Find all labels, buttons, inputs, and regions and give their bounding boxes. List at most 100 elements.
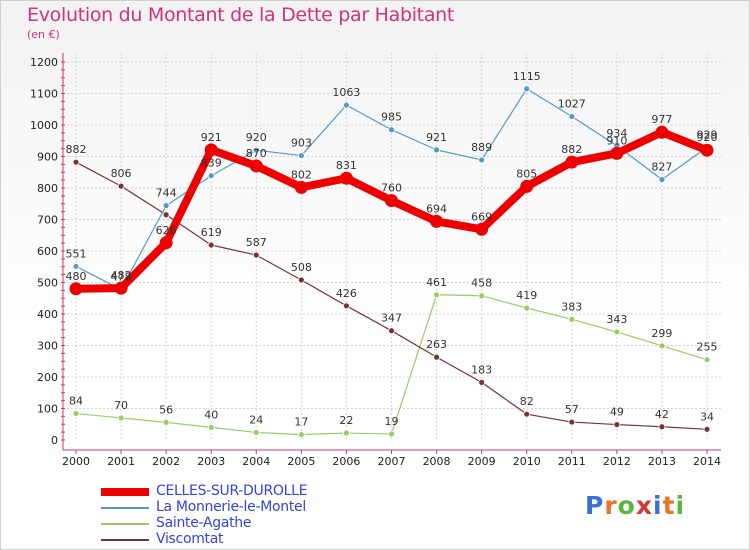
data-label: 49	[610, 406, 624, 419]
series-point	[343, 101, 350, 109]
series-point	[430, 214, 444, 228]
data-label: 1063	[332, 86, 360, 99]
data-label: 921	[201, 131, 222, 144]
data-label: 929	[697, 128, 718, 141]
data-label: 84	[69, 395, 83, 408]
series-point	[565, 155, 579, 169]
y-tick-label: 1100	[30, 88, 58, 101]
y-tick-label: 500	[37, 277, 58, 290]
series-point	[613, 328, 621, 336]
data-label: 263	[426, 338, 447, 351]
data-label: 760	[381, 182, 402, 195]
series-point	[69, 282, 83, 296]
legend-label: Viscomtat	[156, 531, 224, 547]
series-point	[658, 342, 666, 350]
data-label: 57	[565, 403, 579, 416]
data-label: 17	[294, 416, 308, 429]
series	[69, 85, 714, 439]
series-point	[114, 281, 128, 295]
data-label: 744	[156, 187, 177, 200]
x-tick-label: 2003	[197, 455, 225, 468]
data-label: 805	[516, 167, 537, 180]
legend-swatch	[101, 488, 149, 496]
data-label: 934	[606, 127, 627, 140]
series-point	[385, 194, 398, 208]
chart-title: Evolution du Montant de la Dette par Hab…	[27, 4, 455, 26]
series-point	[388, 430, 395, 438]
series-point	[478, 292, 486, 300]
series-point	[568, 315, 576, 323]
y-tick-label: 600	[37, 245, 58, 258]
series-point	[388, 126, 395, 134]
series-point	[478, 156, 486, 164]
series-point	[297, 276, 305, 284]
series-point	[703, 425, 711, 433]
data-label: 426	[336, 287, 357, 300]
legend-swatch	[101, 523, 149, 525]
x-tick-label: 2009	[468, 455, 496, 468]
y-tick-label: 800	[37, 182, 58, 195]
series-point	[72, 158, 80, 166]
data-label: 56	[159, 403, 173, 416]
y-tick-label: 1200	[30, 56, 58, 69]
data-label: 42	[655, 408, 669, 421]
series-point	[658, 176, 666, 183]
x-tick-label: 2013	[648, 455, 676, 468]
series-point	[252, 429, 260, 436]
data-label: 806	[111, 167, 132, 180]
data-label: 669	[471, 210, 492, 223]
series-point	[343, 302, 350, 310]
series-point	[610, 146, 624, 160]
logo-letter: r	[604, 491, 618, 520]
logo-letter: i	[675, 491, 686, 520]
series-point	[204, 143, 218, 157]
x-tick-label: 2010	[513, 455, 541, 468]
legend-swatch	[101, 539, 149, 541]
y-tick-label: 0	[51, 434, 58, 447]
series-point	[162, 202, 170, 210]
series-point	[523, 85, 531, 93]
logo-letter: i	[653, 491, 663, 520]
data-label: 889	[471, 141, 492, 154]
data-label: 920	[246, 131, 267, 144]
data-label: 343	[606, 313, 627, 326]
y-tick-label: 700	[37, 214, 58, 227]
series-point	[252, 146, 260, 154]
x-tick-label: 2008	[423, 455, 451, 468]
x-tick-label: 2000	[62, 455, 90, 468]
series-point	[433, 291, 440, 299]
logo-letter: t	[662, 491, 676, 520]
series-point	[207, 423, 215, 431]
data-label: 183	[471, 363, 492, 376]
data-label: 694	[426, 202, 447, 215]
data-label: 977	[651, 113, 672, 126]
data-label: 870	[246, 147, 267, 160]
data-label: 22	[339, 414, 353, 427]
series-point	[207, 172, 215, 180]
data-label: 1027	[558, 97, 586, 110]
series-point	[117, 414, 125, 422]
data-label: 882	[561, 143, 582, 156]
data-label: 831	[336, 159, 357, 172]
legend-label: CELLES-SUR-DUROLLE	[156, 483, 308, 499]
series-point	[249, 159, 263, 173]
x-tick-label: 2001	[107, 455, 135, 468]
series-point	[475, 222, 489, 236]
series-point	[388, 327, 395, 335]
data-label: 461	[426, 276, 447, 289]
data-label: 24	[249, 413, 263, 426]
data-label: 40	[204, 408, 218, 421]
series-point	[343, 429, 350, 437]
series-point	[568, 418, 576, 426]
y-tick-label: 100	[37, 403, 58, 416]
series-point	[72, 263, 80, 270]
series-point	[72, 410, 80, 417]
data-label: 920	[697, 131, 718, 144]
data-label: 19	[385, 415, 399, 428]
data-label: 903	[291, 137, 312, 150]
series-point	[520, 179, 534, 193]
data-label: 458	[471, 277, 492, 290]
y-tick-label: 300	[37, 340, 58, 353]
series-point	[655, 125, 669, 139]
